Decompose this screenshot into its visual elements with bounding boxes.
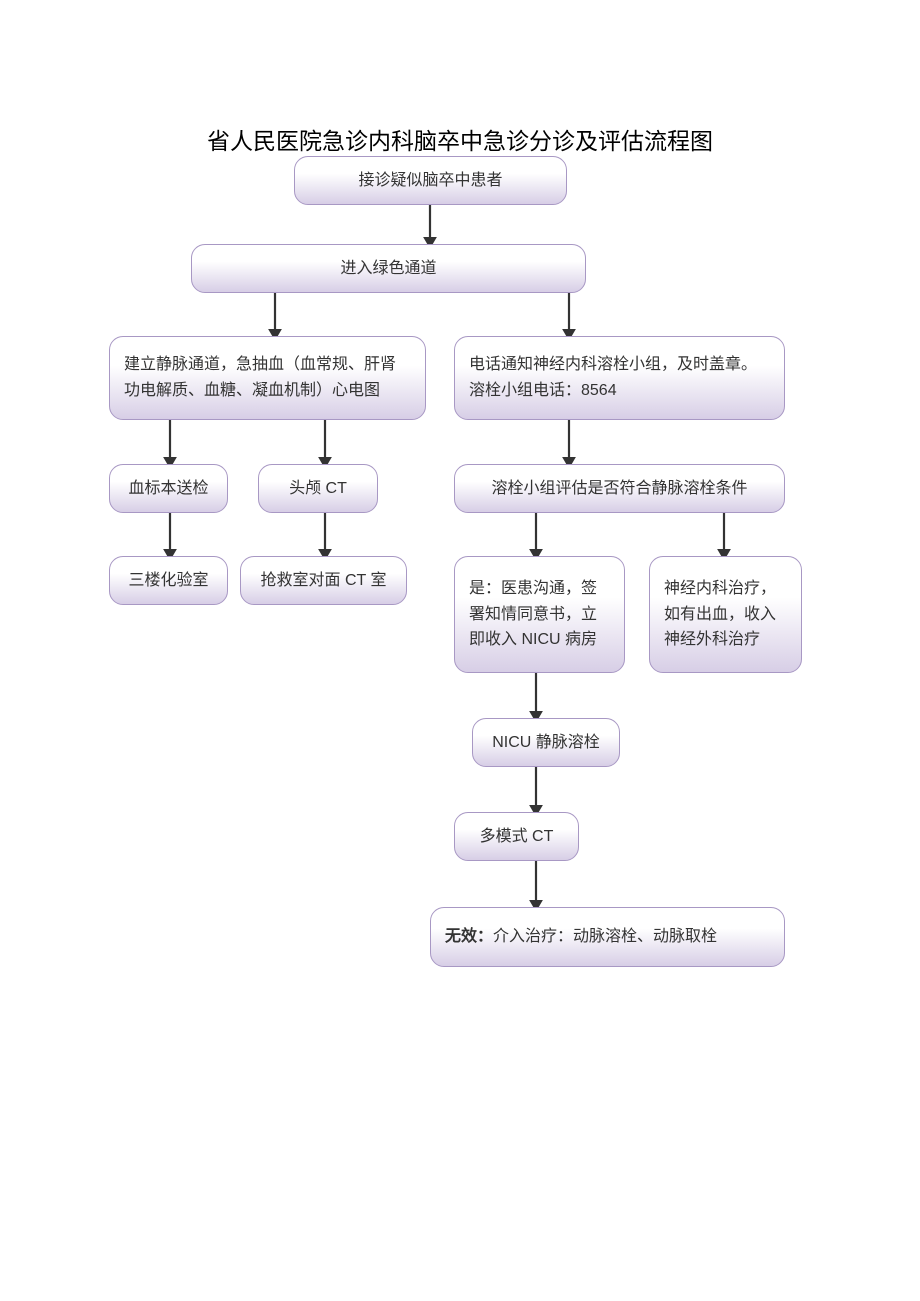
flow-node-label: 溶栓小组评估是否符合静脉溶栓条件 [455,476,784,502]
flow-node-n13: 多模式 CT [454,812,579,861]
flow-node-n11: 神经内科治疗，如有出血，收入神经外科治疗 [649,556,802,673]
flow-node-label: 抢救室对面 CT 室 [241,568,406,594]
flow-node-label: 神经内科治疗，如有出血，收入神经外科治疗 [650,576,801,653]
flow-node-label: 血标本送检 [110,476,227,502]
flow-node-n7: 三楼化验室 [109,556,228,605]
flow-node-n6: 头颅 CT [258,464,378,513]
flow-node-n5: 血标本送检 [109,464,228,513]
flow-node-n10: 是：医患沟通，签署知情同意书，立即收入 NICU 病房 [454,556,625,673]
flow-node-label: 电话通知神经内科溶栓小组，及时盖章。溶栓小组电话：8564 [455,352,784,403]
flow-node-n8: 抢救室对面 CT 室 [240,556,407,605]
diagram-title: 省人民医院急诊内科脑卒中急诊分诊及评估流程图 [0,122,920,156]
flow-node-label: 无效：介入治疗：动脉溶栓、动脉取栓 [431,924,784,950]
flow-node-label: 三楼化验室 [110,568,227,594]
flow-node-label: NICU 静脉溶栓 [473,730,619,756]
flow-node-n9: 溶栓小组评估是否符合静脉溶栓条件 [454,464,785,513]
flow-node-n3: 建立静脉通道，急抽血（血常规、肝肾功电解质、血糖、凝血机制）心电图 [109,336,426,420]
flow-node-n14: 无效：介入治疗：动脉溶栓、动脉取栓 [430,907,785,967]
flow-node-label: 是：医患沟通，签署知情同意书，立即收入 NICU 病房 [455,576,624,653]
flow-node-label: 多模式 CT [455,824,578,850]
flow-node-n1: 接诊疑似脑卒中患者 [294,156,567,205]
flow-node-label: 建立静脉通道，急抽血（血常规、肝肾功电解质、血糖、凝血机制）心电图 [110,352,425,403]
flowchart-canvas: 省人民医院急诊内科脑卒中急诊分诊及评估流程图 接诊疑似脑卒中患者进入绿色通道建立… [0,0,920,1301]
flow-node-n4: 电话通知神经内科溶栓小组，及时盖章。溶栓小组电话：8564 [454,336,785,420]
flow-node-label: 接诊疑似脑卒中患者 [295,168,566,194]
flow-node-label: 进入绿色通道 [192,256,585,282]
flow-node-label: 头颅 CT [259,476,377,502]
flow-node-n12: NICU 静脉溶栓 [472,718,620,767]
flow-node-n2: 进入绿色通道 [191,244,586,293]
